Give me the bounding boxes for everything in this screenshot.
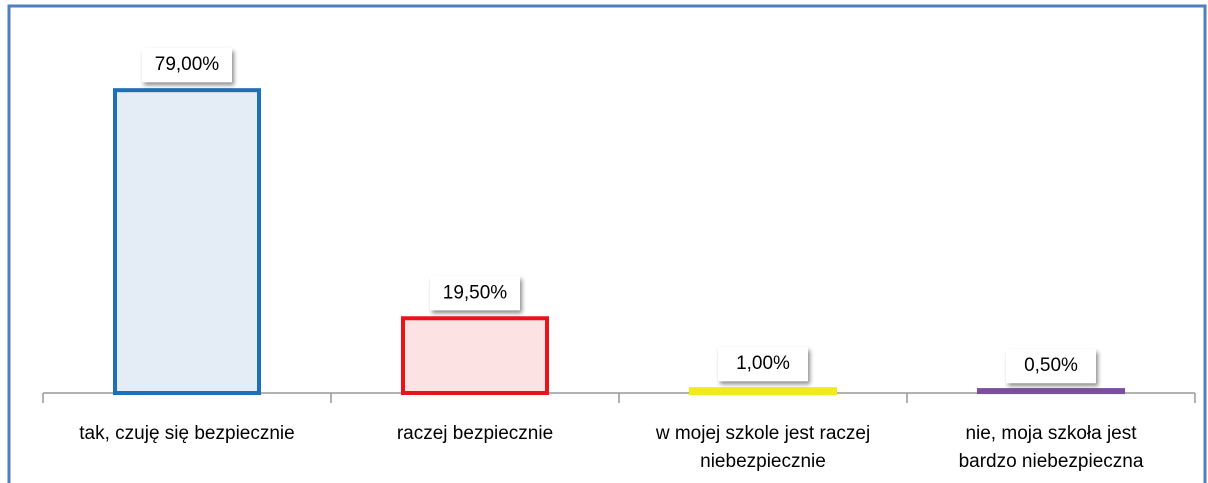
x-tick-label: nie, moja szkoła jest bardzo niebezpiecz… [958, 423, 1144, 472]
x-tick-label: tak, czuję się bezpiecznie [79, 423, 295, 444]
value-label-box [718, 347, 808, 382]
x-tick-label: w mojej szkole jest raczej niebezpieczni… [655, 423, 871, 472]
value-label: 0,50% [1024, 355, 1078, 376]
value-label: 1,00% [736, 353, 790, 374]
bar [689, 387, 837, 395]
bar [113, 88, 261, 396]
frame-border [7, 4, 1207, 483]
x-tick-label: raczej bezpiecznie [396, 423, 554, 444]
value-label-box [430, 276, 520, 311]
bar [401, 316, 549, 395]
value-label: 79,00% [155, 54, 220, 75]
value-label-box [1006, 349, 1096, 384]
value-label-box [142, 48, 232, 83]
value-label: 19,50% [443, 282, 508, 303]
bar [977, 388, 1125, 395]
